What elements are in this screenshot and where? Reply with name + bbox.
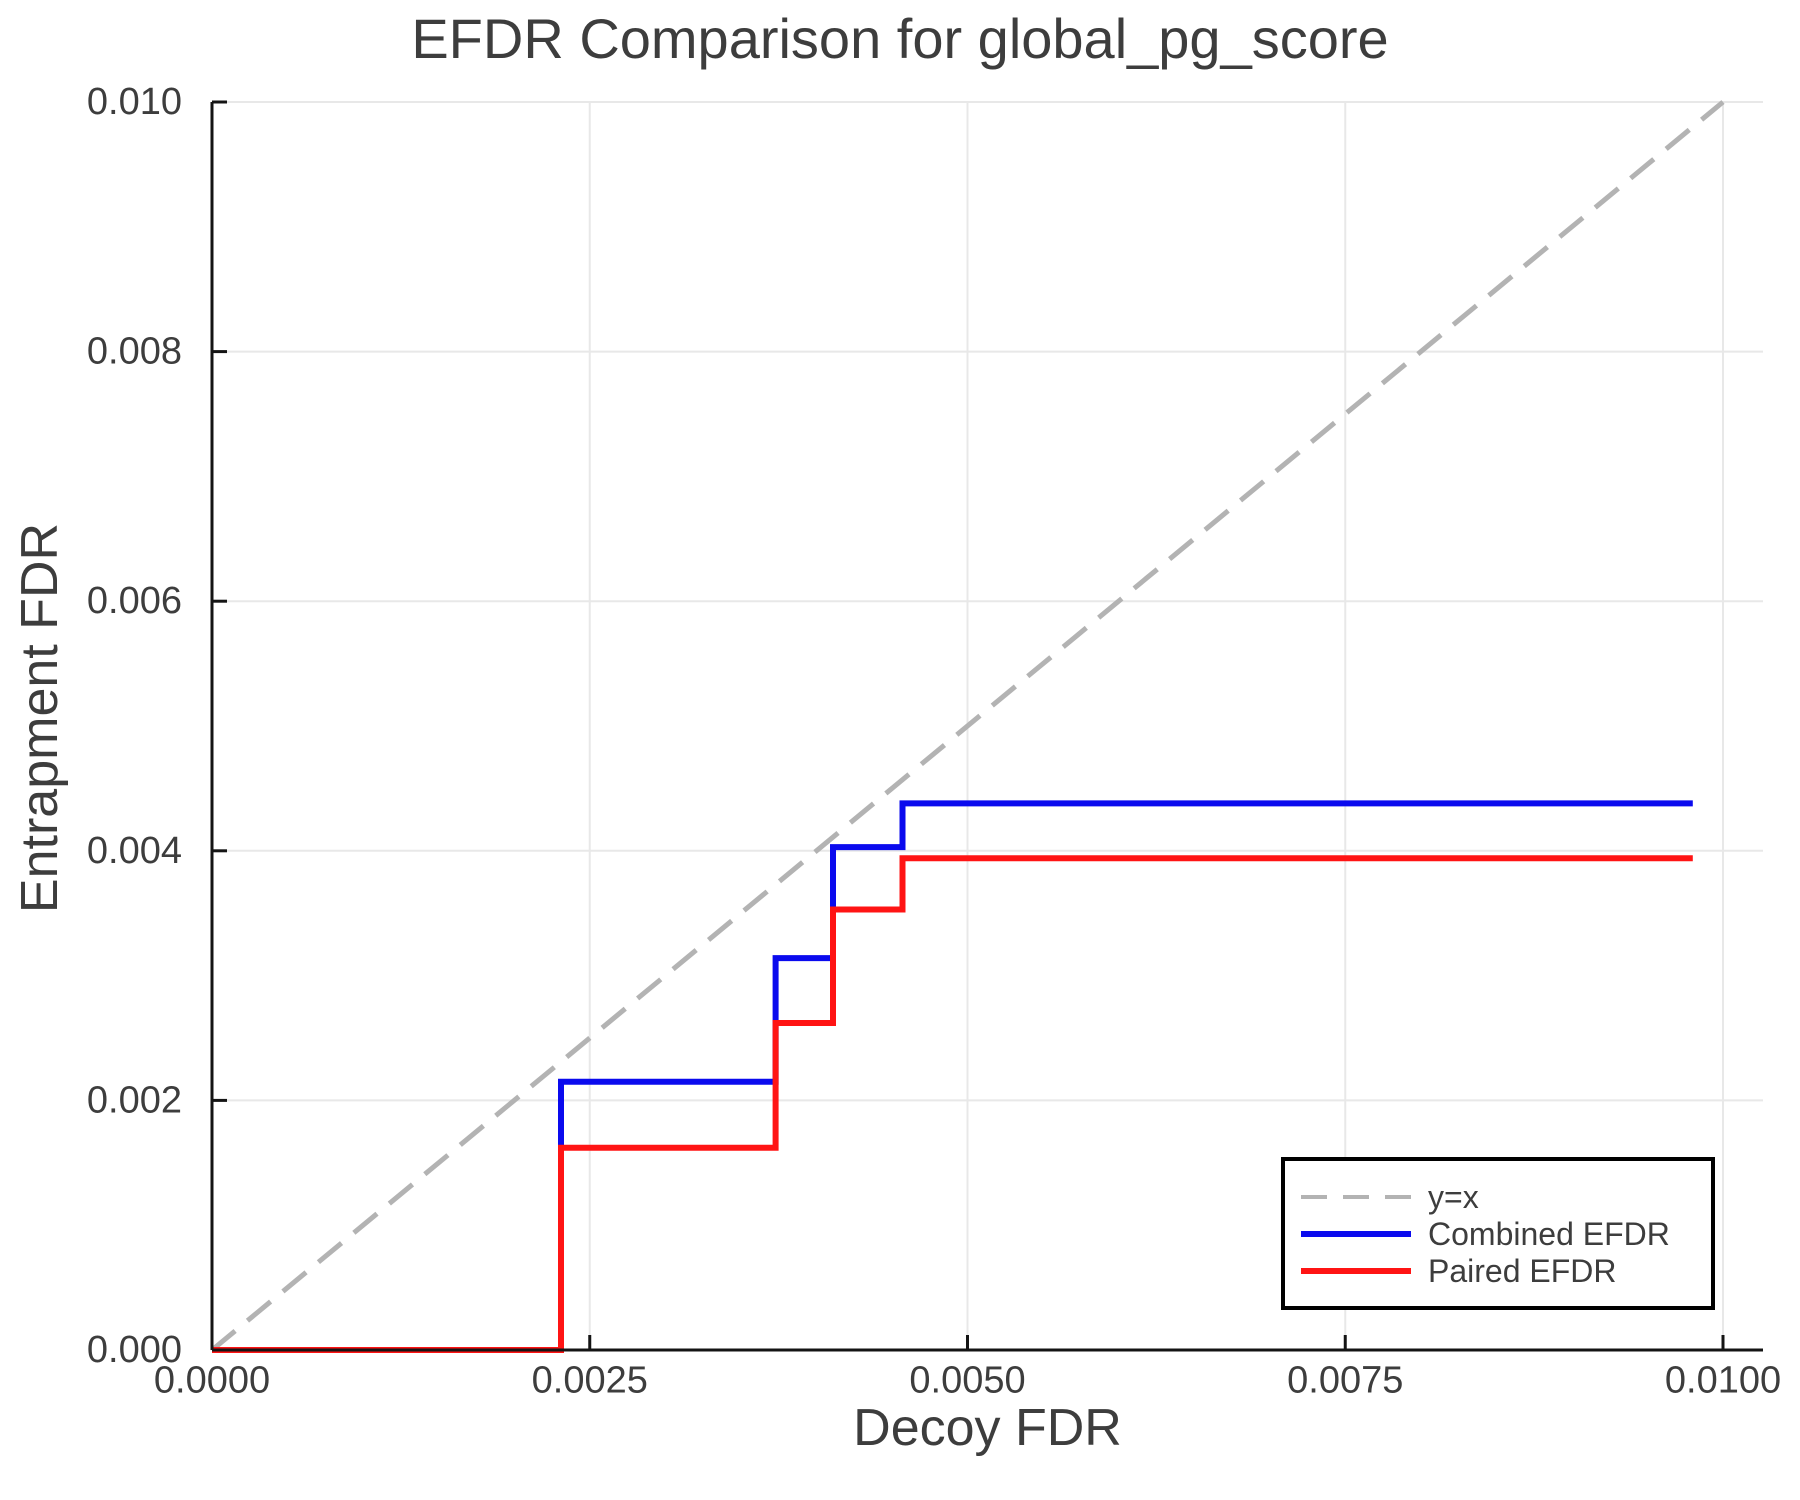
y-tick-label: 0.002 [87,1079,182,1121]
x-tick-label: 0.0100 [1665,1359,1781,1401]
x-axis-label: Decoy FDR [853,1399,1122,1457]
chart-title: EFDR Comparison for global_pg_score [411,7,1389,70]
x-tick-label: 0.0025 [532,1359,648,1401]
x-tick-label: 0.0075 [1287,1359,1403,1401]
y-tick-label: 0.000 [87,1329,182,1371]
y-tick-label: 0.006 [87,580,182,622]
y-tick-label: 0.008 [87,331,182,373]
y-tick-label: 0.010 [87,81,182,123]
legend-label: Paired EFDR [1428,1253,1617,1289]
x-tick-label: 0.0050 [909,1359,1025,1401]
series-line-paired-efdr [212,855,1693,1353]
axes: 0.0000 0.0025 0.0050 0.0075 0.0100 0.000 0.002… [87,81,1781,1401]
legend-item: y=x [1301,1179,1479,1215]
y-axis-label: Entrapment FDR [11,522,69,914]
legend-item: Paired EFDR [1301,1253,1617,1289]
x-tick-label: 0.0000 [154,1359,270,1401]
legend-item: Combined EFDR [1301,1216,1670,1252]
y-tick-label: 0.004 [87,830,182,872]
legend-label: Combined EFDR [1428,1216,1670,1252]
series-group [210,100,1725,1353]
legend-label: y=x [1428,1179,1479,1215]
series-line-y-x [210,100,1725,1352]
